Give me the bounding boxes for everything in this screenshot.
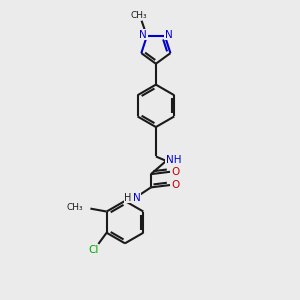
- Text: N: N: [133, 193, 141, 203]
- Text: O: O: [172, 180, 180, 190]
- Text: N: N: [140, 30, 147, 40]
- Text: H: H: [124, 193, 132, 203]
- Text: O: O: [172, 167, 180, 177]
- Text: NH: NH: [166, 155, 181, 165]
- Text: CH₃: CH₃: [66, 203, 83, 212]
- Text: N: N: [164, 30, 172, 40]
- Text: CH₃: CH₃: [130, 11, 147, 20]
- Text: Cl: Cl: [89, 245, 99, 255]
